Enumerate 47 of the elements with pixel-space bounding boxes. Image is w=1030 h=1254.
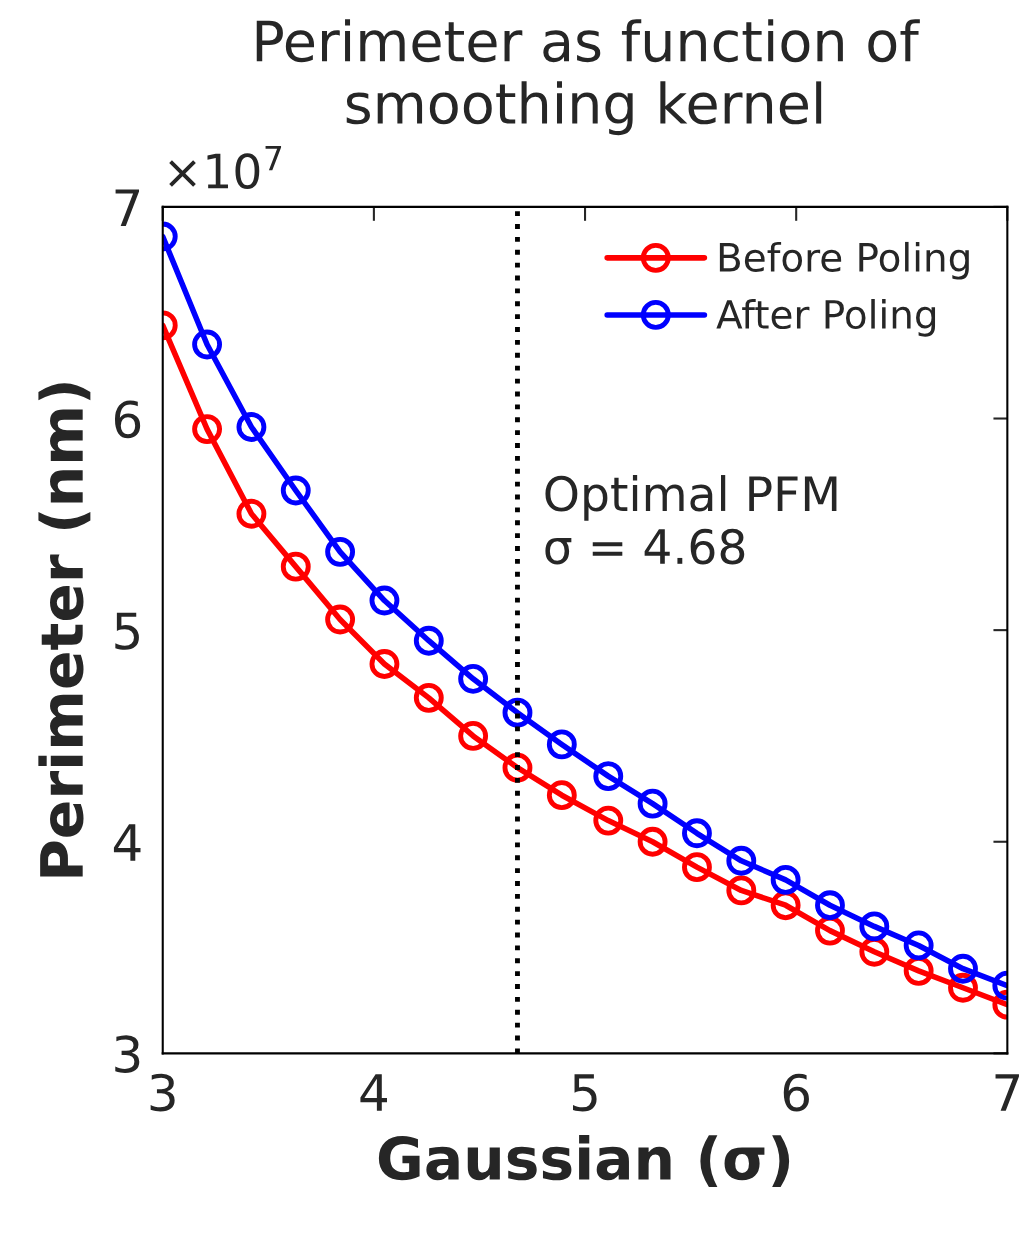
point bbox=[546, 780, 577, 811]
point bbox=[502, 697, 533, 728]
point bbox=[236, 412, 267, 442]
chart-title: Perimeter as function of smoothing kernel bbox=[256, 19, 920, 136]
y-axis-title: Perimeter (nm) bbox=[38, 383, 91, 877]
point bbox=[770, 864, 801, 895]
y-tick-label: 5 bbox=[115, 612, 139, 650]
y-tick-label: 3 bbox=[115, 1035, 140, 1074]
y-tick-label: 7 bbox=[115, 189, 140, 226]
point bbox=[637, 826, 668, 857]
point bbox=[458, 663, 489, 694]
point bbox=[593, 805, 624, 836]
point bbox=[369, 649, 400, 679]
point bbox=[413, 682, 444, 713]
x-tick-label: 7 bbox=[995, 1074, 1019, 1111]
point bbox=[682, 818, 712, 849]
point bbox=[280, 475, 311, 506]
x-tick-label: 4 bbox=[360, 1074, 387, 1111]
point bbox=[280, 551, 311, 582]
point bbox=[859, 911, 890, 942]
point bbox=[593, 761, 624, 792]
x-tick-label: 6 bbox=[783, 1073, 809, 1112]
point bbox=[546, 729, 577, 760]
y-tick-label: 6 bbox=[114, 400, 141, 439]
point bbox=[726, 875, 757, 906]
point bbox=[369, 585, 400, 616]
point bbox=[325, 536, 356, 567]
legend-label: Before Poling bbox=[719, 241, 969, 280]
legend-label: After Poling bbox=[716, 298, 936, 337]
point bbox=[192, 329, 223, 360]
text: ×10$^{7}$ bbox=[169, 146, 282, 189]
x-tick-label: 3 bbox=[150, 1073, 175, 1112]
point bbox=[948, 953, 978, 984]
point bbox=[458, 721, 489, 751]
point bbox=[637, 788, 668, 819]
point bbox=[726, 845, 757, 876]
point bbox=[903, 930, 934, 961]
point bbox=[236, 498, 267, 529]
ref-line-label: Optimal PFM σ = 4.68 bbox=[545, 475, 837, 565]
x-tick-label: 5 bbox=[572, 1074, 597, 1112]
x-axis-title: Gaussian (σ) bbox=[378, 1135, 790, 1188]
point bbox=[325, 604, 356, 635]
point bbox=[413, 625, 444, 656]
point bbox=[815, 890, 845, 921]
point bbox=[682, 852, 712, 883]
point bbox=[192, 414, 223, 445]
y-tick-label: 4 bbox=[113, 824, 141, 861]
